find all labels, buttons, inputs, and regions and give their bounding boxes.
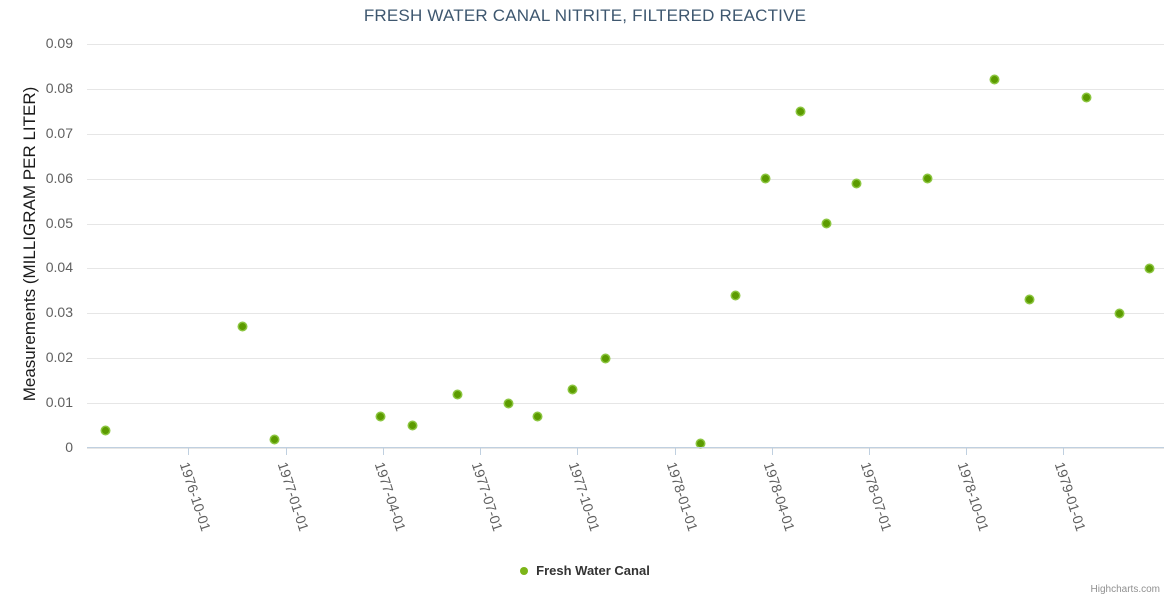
x-axis-tick — [772, 448, 773, 455]
data-point[interactable] — [1025, 296, 1033, 304]
data-point[interactable] — [238, 323, 246, 331]
x-axis-line — [87, 447, 1164, 448]
data-point[interactable] — [376, 413, 384, 421]
x-axis-tick-label: 1977-10-01 — [565, 460, 604, 534]
gridline — [87, 88, 1164, 90]
gridline — [87, 358, 1164, 360]
legend-item-label[interactable]: Fresh Water Canal — [536, 563, 650, 578]
data-point[interactable] — [990, 76, 998, 84]
x-axis-tick-label: 1977-01-01 — [274, 460, 313, 534]
x-axis-tick — [286, 448, 287, 455]
y-axis-tick-label: 0.09 — [45, 35, 73, 51]
data-point[interactable] — [568, 386, 576, 394]
data-point[interactable] — [504, 399, 512, 407]
y-axis-tick-label: 0.06 — [45, 169, 73, 186]
x-axis-tick-label: 1977-07-01 — [468, 460, 507, 534]
gridline — [87, 313, 1164, 315]
x-axis-tick-label: 1978-07-01 — [857, 460, 896, 534]
y-axis-tick-label: 0.03 — [45, 304, 73, 321]
x-axis-tick-label: 1978-04-01 — [760, 460, 799, 534]
gridline — [87, 403, 1164, 405]
gridline — [87, 133, 1164, 135]
x-axis-tick-label: 1976-10-01 — [176, 460, 215, 534]
y-axis-tick-label: 0.08 — [45, 79, 73, 96]
data-point[interactable] — [408, 422, 416, 430]
data-point[interactable] — [453, 390, 461, 398]
x-axis-tick-label: 1979-01-01 — [1051, 460, 1090, 534]
data-point[interactable] — [796, 107, 804, 115]
x-axis-tick — [577, 448, 578, 455]
data-point[interactable] — [601, 354, 609, 362]
x-axis-tick — [966, 448, 967, 455]
gridline — [87, 448, 1164, 449]
data-point[interactable] — [1145, 264, 1153, 272]
y-axis-tick-label: 0.02 — [45, 349, 73, 366]
x-axis-tick — [480, 448, 481, 455]
data-point[interactable] — [533, 413, 541, 421]
y-axis-tick-label: 0.01 — [45, 394, 73, 411]
chart-title: FRESH WATER CANAL NITRITE, FILTERED REAC… — [363, 6, 807, 25]
legend-marker-icon — [520, 566, 529, 575]
data-point[interactable] — [1082, 94, 1090, 102]
plot-area — [87, 44, 1164, 449]
data-point[interactable] — [270, 435, 278, 443]
gridline — [87, 44, 1164, 45]
highcharts-credit[interactable]: Highcharts.com — [1090, 584, 1160, 595]
x-axis-tick — [188, 448, 189, 455]
x-axis-tick — [1063, 448, 1064, 455]
x-axis-tick-label: 1978-10-01 — [954, 460, 993, 534]
data-point[interactable] — [696, 440, 704, 447]
y-axis-title: Measurements (MILLIGRAM PER LITER) — [20, 86, 39, 402]
x-axis-tick — [383, 448, 384, 455]
y-axis-tick-label: 0.04 — [45, 259, 73, 276]
x-axis-tick-label: 1978-01-01 — [663, 460, 702, 534]
x-axis-tick — [869, 448, 870, 455]
data-point[interactable] — [822, 220, 830, 228]
data-point[interactable] — [731, 291, 739, 299]
gridline — [87, 268, 1164, 270]
x-axis-tick-label: 1977-04-01 — [371, 460, 410, 534]
y-axis-tick-label: 0 — [65, 439, 73, 455]
x-axis-tick — [675, 448, 676, 455]
y-axis-tick-label: 0.07 — [45, 124, 73, 141]
data-point[interactable] — [852, 179, 860, 187]
chart-legend[interactable]: Fresh Water Canal — [0, 563, 1170, 578]
data-point[interactable] — [923, 175, 931, 183]
data-point[interactable] — [101, 426, 109, 434]
data-point[interactable] — [1115, 309, 1123, 317]
data-point[interactable] — [761, 175, 769, 183]
gridline — [87, 223, 1164, 225]
gridline — [87, 178, 1164, 180]
y-axis-tick-label: 0.05 — [45, 214, 73, 231]
